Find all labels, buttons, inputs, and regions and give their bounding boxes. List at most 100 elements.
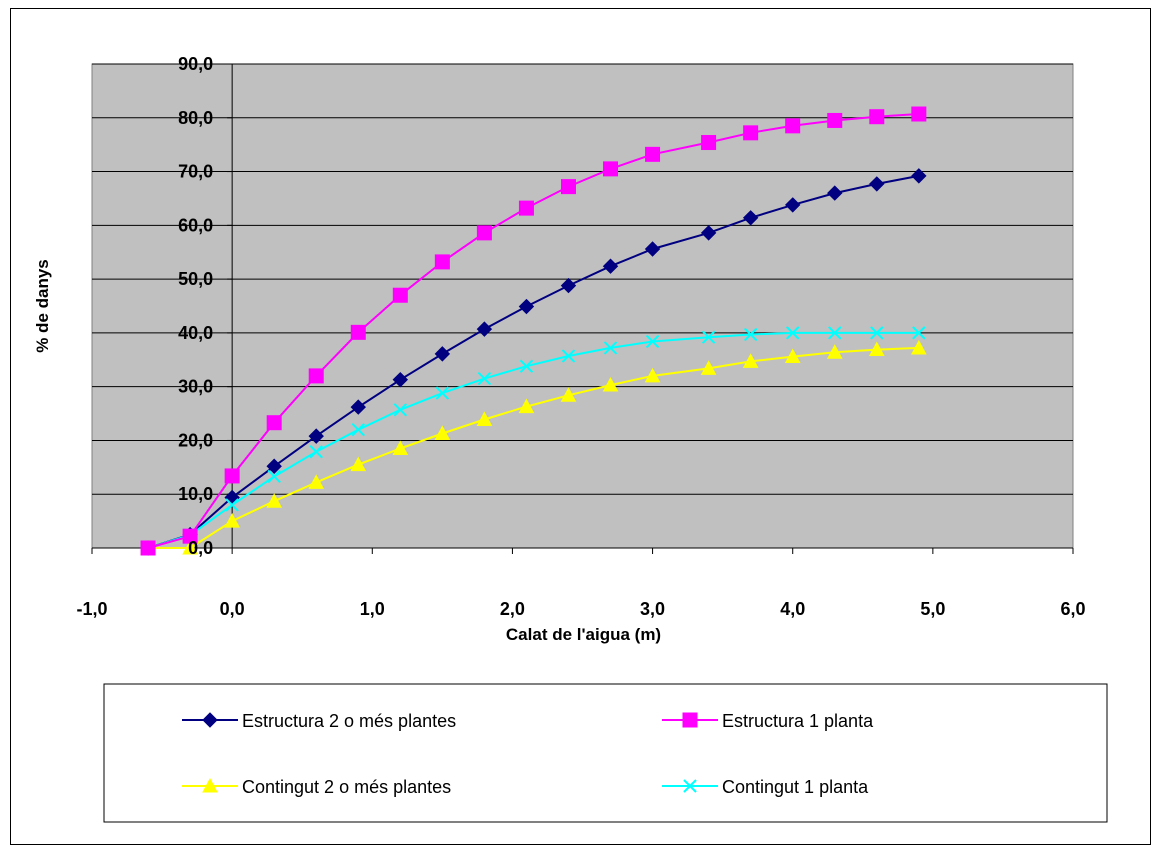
data-point xyxy=(911,106,927,122)
data-point xyxy=(645,334,660,349)
legend-label: Contingut 1 planta xyxy=(722,777,869,797)
data-point xyxy=(476,411,493,426)
y-tick-label: 60,0 xyxy=(178,215,213,235)
data-point xyxy=(644,367,661,383)
plot-background xyxy=(91,63,1074,549)
data-point xyxy=(224,468,240,484)
data-point xyxy=(267,469,281,484)
y-tick-label: 90,0 xyxy=(178,54,213,74)
data-point xyxy=(869,176,885,192)
data-point xyxy=(742,353,759,368)
data-point xyxy=(786,326,800,340)
data-point xyxy=(392,371,409,388)
data-point xyxy=(224,513,240,528)
data-point xyxy=(308,368,324,384)
data-point xyxy=(700,360,717,375)
x-tick-label: 5,0 xyxy=(920,599,945,619)
legend-item: Contingut 1 planta xyxy=(662,777,869,797)
x-tick-label: 6,0 xyxy=(1060,599,1085,619)
data-point xyxy=(785,197,801,213)
x-axis-title: Calat de l'aigua (m) xyxy=(506,625,661,644)
data-point xyxy=(308,428,324,444)
series-0 xyxy=(140,168,927,556)
data-point xyxy=(870,326,884,340)
x-tick-label: -1,0 xyxy=(76,599,107,619)
y-tick-label: 0,0 xyxy=(188,538,213,558)
legend-marker xyxy=(202,777,218,793)
y-axis-title: % de danys xyxy=(33,259,52,353)
series-3 xyxy=(141,326,926,555)
legend-marker xyxy=(682,712,698,728)
data-point xyxy=(826,344,843,359)
legend: Estructura 2 o més plantes Estructura 1 p… xyxy=(103,683,1108,823)
x-tick-label: 3,0 xyxy=(640,599,665,619)
y-tick-label: 50,0 xyxy=(178,269,213,289)
data-point xyxy=(351,422,365,437)
data-point xyxy=(742,210,759,226)
series-1 xyxy=(140,106,927,556)
data-point xyxy=(827,185,843,201)
data-point xyxy=(869,109,885,125)
data-point xyxy=(911,168,927,184)
data-point xyxy=(603,161,619,177)
data-point xyxy=(519,359,534,373)
data-point xyxy=(350,456,367,472)
data-point xyxy=(560,179,576,195)
data-point xyxy=(784,348,801,364)
legend-item: Contingut 2 o més plantes xyxy=(182,777,451,797)
data-point xyxy=(912,326,926,340)
data-point xyxy=(435,386,450,400)
data-point xyxy=(350,324,366,340)
y-tick-label: 40,0 xyxy=(178,323,213,343)
x-tick-label: 0,0 xyxy=(220,599,245,619)
data-point xyxy=(700,225,717,241)
tick-labels: -1,0 0,0 1,0 2,0 3,0 4,0 5,0 6,0 0,0 10,0 20,0 30,0… xyxy=(76,54,1085,619)
data-point xyxy=(602,258,619,274)
legend-label: Estructura 2 o més plantes xyxy=(242,711,456,731)
data-point xyxy=(308,474,325,489)
legend-item: Estructura 1 planta xyxy=(662,711,874,731)
y-tick-label: 30,0 xyxy=(178,377,213,397)
data-point xyxy=(266,493,283,508)
data-point xyxy=(518,398,535,414)
data-point xyxy=(392,440,409,456)
data-point xyxy=(266,458,282,474)
data-point xyxy=(518,298,535,315)
legend-label: Estructura 1 planta xyxy=(722,711,874,731)
legend-marker xyxy=(683,779,697,793)
data-point xyxy=(828,326,842,340)
legend-box xyxy=(103,683,1108,823)
data-point xyxy=(911,339,927,355)
data-point xyxy=(743,125,759,141)
data-point xyxy=(182,528,198,544)
data-point xyxy=(701,330,716,344)
data-point xyxy=(477,371,492,386)
x-tick-label: 1,0 xyxy=(360,599,385,619)
data-point xyxy=(225,498,239,512)
y-tick-label: 70,0 xyxy=(178,162,213,182)
data-point xyxy=(518,200,534,216)
data-point xyxy=(393,403,408,417)
x-tick-label: 2,0 xyxy=(500,599,525,619)
y-tick-label: 80,0 xyxy=(178,108,213,128)
data-point xyxy=(602,376,619,392)
y-tick-label: 20,0 xyxy=(178,430,213,450)
x-tick-label: 4,0 xyxy=(780,599,805,619)
data-point xyxy=(434,346,451,362)
data-point xyxy=(561,349,576,363)
data-point xyxy=(309,445,323,459)
data-point xyxy=(827,112,843,128)
data-point xyxy=(392,287,408,303)
data-point xyxy=(434,425,451,440)
data-point xyxy=(560,387,577,402)
data-point xyxy=(645,146,661,162)
data-point xyxy=(560,277,577,294)
data-point xyxy=(644,241,661,257)
data-point xyxy=(701,135,717,151)
data-point xyxy=(266,415,282,431)
legend-label: Contingut 2 o més plantes xyxy=(242,777,451,797)
data-point xyxy=(743,327,758,342)
data-point xyxy=(476,225,492,241)
data-point xyxy=(785,118,801,134)
